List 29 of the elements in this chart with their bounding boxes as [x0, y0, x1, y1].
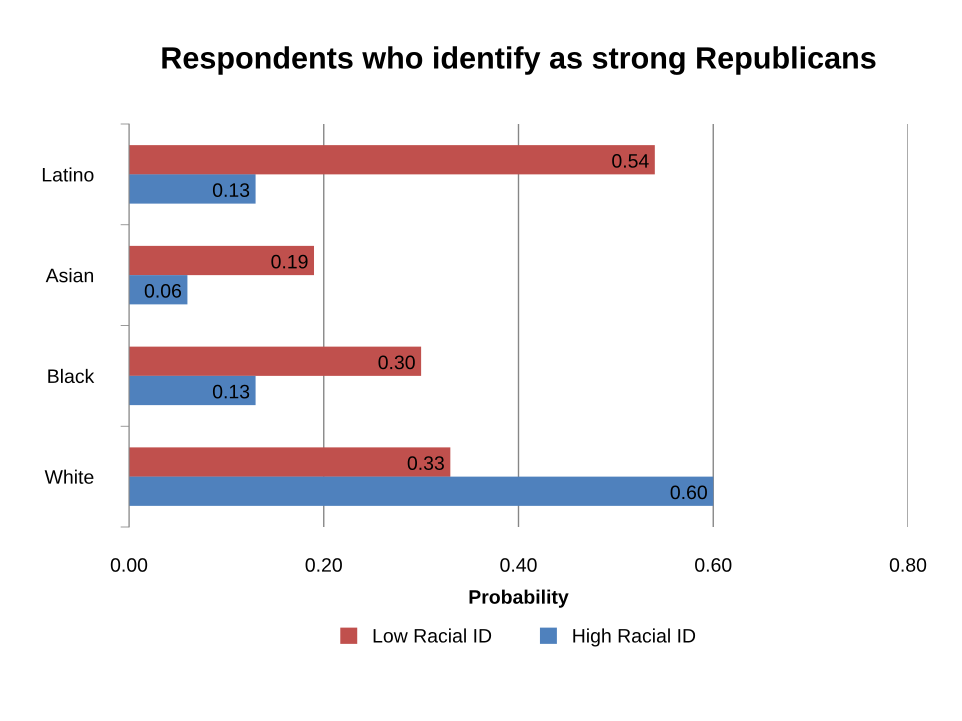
bar — [129, 447, 450, 477]
x-tick-label: 0.20 — [306, 558, 342, 572]
x-tick-label: 0.00 — [110, 558, 148, 572]
data-label: 0.54 — [612, 154, 649, 168]
legend-label: Low Racial ID — [374, 628, 492, 643]
bar — [129, 275, 188, 304]
bar — [129, 376, 256, 406]
y-tick-label: Black — [48, 368, 94, 384]
bar — [129, 174, 256, 204]
bar — [129, 145, 655, 174]
bar — [129, 346, 422, 376]
data-label: 0.60 — [670, 485, 707, 500]
x-tick-label: 0.60 — [695, 558, 732, 572]
y-tick-label: Asian — [46, 268, 94, 282]
data-label: 0.13 — [212, 384, 250, 398]
data-label: 0.19 — [271, 254, 308, 269]
y-tick-label: Latino — [42, 167, 94, 182]
legend-label: High Racial ID — [573, 628, 696, 647]
chart-title: Respondents who identify as strong Republicans — [162, 46, 876, 75]
bar — [129, 246, 314, 276]
data-label: 0.30 — [378, 355, 415, 370]
data-label: 0.33 — [408, 456, 444, 470]
x-tick-label: 0.40 — [500, 558, 537, 572]
bar — [129, 476, 714, 506]
x-tick-label: 0.80 — [890, 558, 926, 572]
data-label: 0.13 — [212, 183, 250, 197]
y-tick-label: White — [44, 470, 94, 484]
x-axis-title: Probability — [470, 590, 569, 608]
data-label: 0.06 — [144, 284, 182, 298]
